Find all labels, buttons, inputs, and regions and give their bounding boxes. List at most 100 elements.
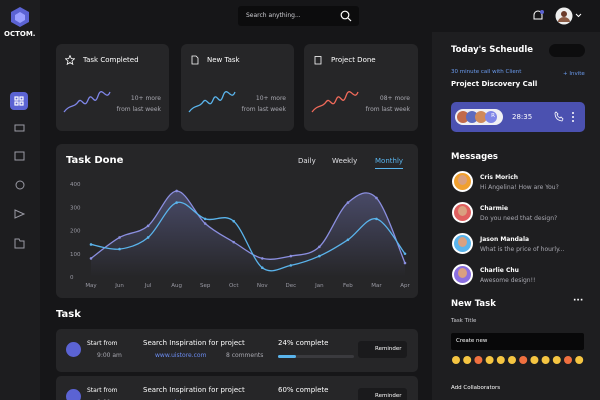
- schedule-subtitle: 30 minute call with Client: [451, 69, 522, 75]
- area: [91, 190, 405, 277]
- sparkline: [188, 91, 236, 113]
- nav-icon: [14, 96, 24, 106]
- sparkline: [63, 91, 111, 113]
- point: [318, 254, 321, 258]
- emoji[interactable]: [519, 356, 528, 364]
- more-button[interactable]: ···: [573, 296, 584, 306]
- message-text: Awesome design!!: [480, 277, 536, 284]
- tab[interactable]: Daily: [298, 157, 316, 165]
- x-tick-label: Aug: [171, 283, 182, 289]
- line: [90, 190, 406, 264]
- reminder-button[interactable]: [358, 341, 407, 358]
- avatar-face: [458, 237, 467, 247]
- sender-name: Cris Morich: [480, 174, 519, 181]
- task-input[interactable]: [451, 333, 584, 350]
- tab[interactable]: Weekly: [332, 157, 358, 165]
- emoji[interactable]: [552, 356, 561, 364]
- call-actions[interactable]: [553, 111, 579, 123]
- clipboard-icon: [314, 56, 322, 65]
- emoji[interactable]: [496, 356, 505, 364]
- call-timer: 28:35: [512, 113, 533, 121]
- point: [203, 222, 207, 225]
- reminder-label: Reminder: [375, 393, 402, 399]
- emoji[interactable]: [530, 356, 539, 364]
- brand: OCTOM.: [4, 30, 36, 38]
- schedule-title: Today's Scheudle: [451, 45, 534, 55]
- emoji[interactable]: [452, 356, 460, 364]
- play-button[interactable]: [66, 389, 81, 400]
- avatar-face: [458, 268, 467, 278]
- stat-value: 10+ more: [130, 95, 161, 102]
- point: [346, 201, 350, 204]
- y-tick-label: 400: [70, 182, 81, 188]
- emoji[interactable]: [485, 356, 494, 364]
- reminder-button[interactable]: [358, 388, 407, 400]
- point: [346, 238, 350, 242]
- emoji[interactable]: [508, 356, 516, 364]
- stat-card: [304, 44, 418, 131]
- point: [375, 217, 378, 221]
- tab[interactable]: Monthly: [375, 157, 404, 169]
- view-toggle[interactable]: [549, 44, 585, 57]
- progress-label: 24% complete: [278, 339, 329, 347]
- x-tick-label: Dec: [285, 283, 296, 289]
- point: [318, 245, 321, 249]
- file-icon: [191, 55, 199, 65]
- start-label: Start from: [87, 340, 118, 347]
- task-link[interactable]: www.uistore.com: [155, 352, 207, 359]
- logo-icon: [11, 7, 29, 27]
- stat-title: Task Completed: [83, 56, 139, 64]
- notification-icon[interactable]: [532, 9, 544, 23]
- invite-button[interactable]: + Invite: [563, 71, 585, 77]
- reminder-label: Reminder: [375, 346, 402, 352]
- line: [90, 201, 406, 272]
- messages-title: Messages: [451, 152, 498, 162]
- stat-title: New Task: [207, 56, 240, 64]
- emoji[interactable]: [575, 356, 584, 364]
- avatar-face: [458, 175, 467, 185]
- play-button[interactable]: [66, 342, 81, 357]
- sender-name: Charlie Chu: [480, 267, 519, 274]
- point: [146, 236, 150, 239]
- nav-icons[interactable]: [14, 123, 26, 253]
- message-text: Hi Angelina! How are You?: [480, 184, 559, 191]
- x-tick-label: Jan: [314, 283, 324, 289]
- emoji[interactable]: [541, 356, 550, 364]
- emoji-row[interactable]: [451, 354, 585, 366]
- point: [175, 201, 178, 204]
- search-icon[interactable]: [340, 10, 352, 22]
- emoji[interactable]: [474, 356, 483, 364]
- emoji[interactable]: [463, 356, 472, 364]
- x-tick-label: Jun: [114, 283, 124, 289]
- point: [89, 243, 93, 246]
- stat-note: from last week: [241, 106, 286, 113]
- stat-note: from last week: [116, 106, 161, 113]
- start-time: 9:00 am: [97, 352, 122, 359]
- point: [175, 189, 178, 193]
- point: [260, 266, 264, 269]
- avatar-face: [458, 206, 467, 216]
- event-title: Project Discovery Call: [451, 80, 538, 88]
- y-tick-label: 200: [70, 229, 81, 235]
- task-title: Search Inspiration for project: [143, 386, 245, 394]
- point: [289, 254, 293, 258]
- point: [403, 261, 407, 265]
- x-tick-label: Jul: [144, 283, 152, 289]
- point: [118, 236, 121, 239]
- section-title: Task: [56, 309, 81, 320]
- participants: [455, 109, 503, 125]
- x-tick-label: Oct: [229, 283, 239, 289]
- x-tick-label: Sep: [200, 283, 211, 289]
- stat-note: from last week: [365, 106, 410, 113]
- point: [89, 257, 93, 260]
- search-box[interactable]: [238, 6, 359, 26]
- sparkline: [311, 91, 359, 113]
- y-tick-label: 0: [70, 275, 74, 281]
- profile-avatar[interactable]: [555, 7, 585, 25]
- input-value: Create new: [456, 338, 488, 344]
- stat-card: [181, 44, 294, 131]
- sidebar: [0, 0, 40, 400]
- emoji[interactable]: [564, 356, 572, 364]
- progress-fill: [278, 355, 297, 358]
